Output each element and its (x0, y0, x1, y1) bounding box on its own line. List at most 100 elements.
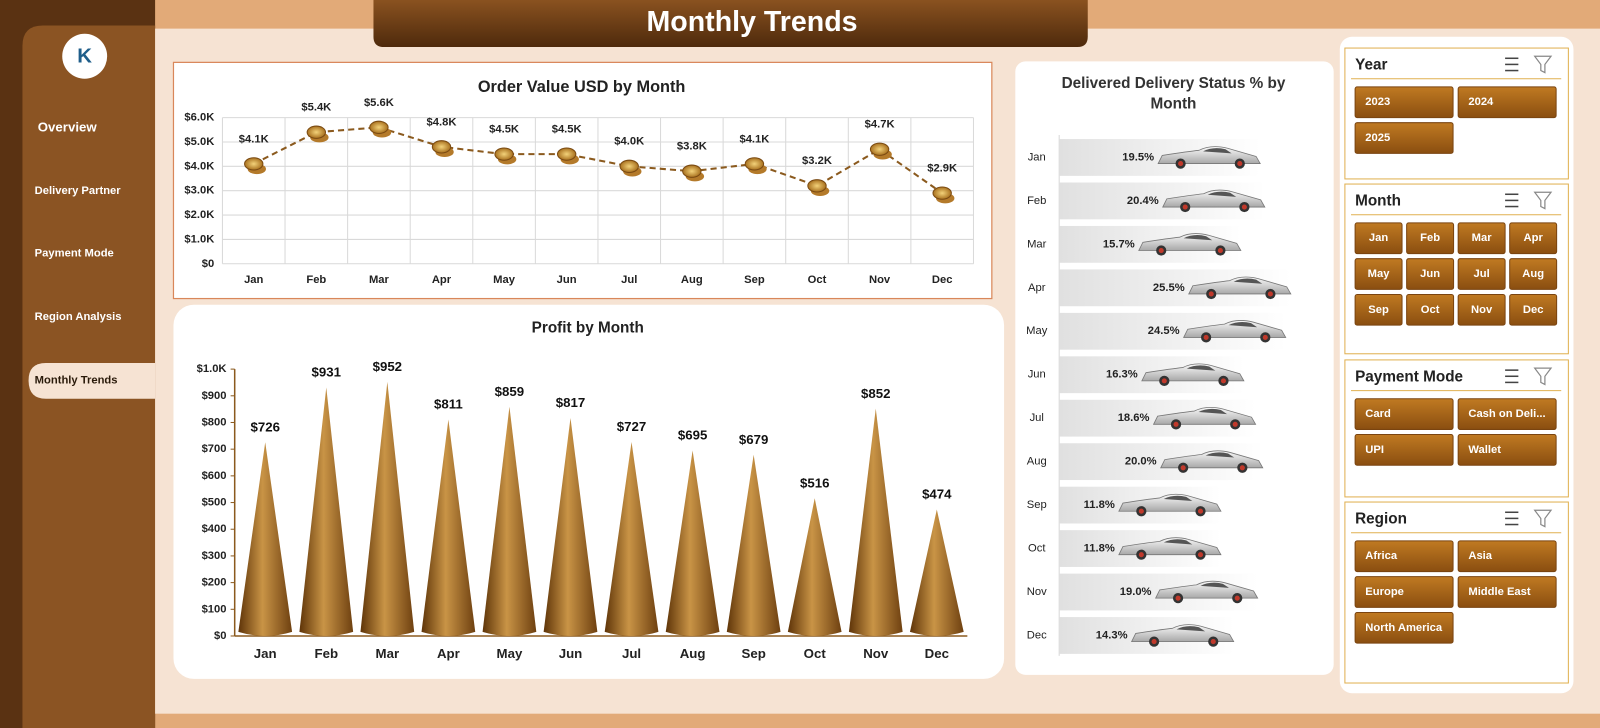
data-label: $4.1K (239, 133, 269, 145)
car-body (1160, 450, 1264, 469)
slicer-button[interactable] (1406, 258, 1455, 290)
slicer-button[interactable] (1354, 576, 1454, 608)
y-tick-label: Apr (1028, 282, 1046, 294)
data-label: $4.1K (739, 133, 769, 145)
slicer-button[interactable] (1354, 293, 1403, 326)
clear-filter-icon[interactable] (1533, 191, 1553, 210)
slicer-button-label[interactable]: Cash on Deli... (1468, 408, 1545, 420)
y-tick-label: Jan (1028, 151, 1046, 163)
car-window (1163, 495, 1193, 502)
slicer-button-label[interactable]: Apr (1524, 232, 1544, 244)
data-label: $817 (556, 395, 585, 410)
data-label: 19.5% (1122, 151, 1154, 163)
x-tick-label: Jul (622, 646, 641, 661)
slicer-button[interactable] (1457, 576, 1557, 608)
slicer-button-label[interactable]: Dec (1523, 304, 1544, 316)
slicer-button[interactable] (1354, 398, 1454, 430)
slicer-button[interactable] (1457, 398, 1557, 430)
slicer-button-label[interactable]: Feb (1420, 232, 1440, 244)
slicer-button[interactable] (1406, 293, 1455, 326)
car-body (1162, 189, 1266, 208)
clear-filter-icon[interactable] (1533, 367, 1553, 386)
nav-item[interactable]: Monthly Trends (35, 374, 118, 386)
car-icon (1154, 580, 1259, 604)
car-icon (1138, 233, 1242, 256)
marker (244, 157, 264, 171)
x-tick-label: May (493, 274, 516, 286)
slicer-button[interactable] (1354, 540, 1454, 573)
slicer-button[interactable] (1354, 222, 1403, 255)
slicer-button[interactable] (1354, 611, 1454, 644)
data-label: $859 (495, 384, 524, 399)
slicer-button[interactable] (1457, 258, 1506, 290)
car-rim (1161, 378, 1167, 384)
nav-item[interactable]: Delivery Partner (35, 185, 122, 197)
marker (369, 120, 389, 134)
slicer-title: Year (1355, 56, 1387, 73)
x-tick-label: Feb (306, 274, 326, 286)
slicer-button[interactable] (1509, 222, 1558, 255)
cone (604, 441, 659, 636)
car-icon (1118, 537, 1222, 560)
cone (360, 381, 415, 636)
slicer-button-label[interactable]: Middle East (1468, 586, 1531, 598)
slicer-button-label[interactable]: Wallet (1468, 444, 1501, 456)
slicer-button-label[interactable]: North America (1365, 622, 1443, 634)
slicer-button-label[interactable]: Mar (1472, 232, 1493, 244)
clear-filter-icon[interactable] (1533, 55, 1553, 74)
car-icon (1160, 450, 1264, 473)
slicer-button-label[interactable]: 2023 (1365, 96, 1390, 108)
slicer-button[interactable] (1457, 293, 1506, 326)
data-label: $4.0K (614, 136, 644, 148)
slicer-button-label[interactable]: Sep (1368, 304, 1389, 316)
slicer-button[interactable] (1354, 434, 1454, 466)
slicer-button-label[interactable]: 2024 (1468, 96, 1494, 108)
car-body (1118, 537, 1222, 556)
nav-item[interactable]: Overview (38, 119, 98, 134)
clear-filter-icon[interactable] (1533, 509, 1553, 528)
slicer-button[interactable] (1457, 222, 1506, 255)
slicer-button[interactable] (1509, 258, 1558, 290)
line (253, 126, 943, 194)
slicer-button-label[interactable]: Nov (1471, 304, 1493, 316)
nav-item[interactable]: Region Analysis (35, 311, 122, 323)
slicer-button[interactable] (1354, 122, 1454, 154)
slicer-button-label[interactable]: 2025 (1365, 132, 1390, 144)
chart-title: Profit by Month (532, 319, 644, 336)
slicer-button[interactable] (1406, 222, 1455, 255)
x-tick-label: Sep (741, 646, 765, 661)
car-body (1183, 320, 1287, 338)
slicer-button-label[interactable]: Africa (1365, 550, 1398, 562)
slicer-button[interactable] (1457, 86, 1557, 119)
x-tick-label: Apr (437, 646, 460, 661)
y-tick-label: Nov (1027, 586, 1047, 598)
x-tick-label: Aug (681, 274, 703, 286)
y-tick-label: Dec (1027, 629, 1047, 641)
y-tick-label: Sep (1027, 499, 1047, 511)
slicer-button-label[interactable]: Asia (1468, 550, 1492, 562)
chart-title-box: Delivered Delivery Status % by Month (1062, 75, 1286, 113)
y-tick-label: May (1026, 325, 1048, 337)
marker (306, 125, 327, 139)
slicer-button-label[interactable]: Jul (1474, 268, 1490, 280)
slicer-button-label[interactable]: Europe (1365, 586, 1404, 598)
slicer-button-label[interactable]: Aug (1522, 268, 1544, 280)
slicer-button[interactable] (1457, 540, 1557, 573)
slicer-button-label[interactable]: UPI (1365, 444, 1384, 456)
slicer-button-label[interactable]: Oct (1421, 304, 1440, 316)
cone (787, 498, 842, 636)
car-rim (1208, 291, 1214, 297)
slicer-button[interactable] (1354, 258, 1403, 290)
slicer-button-label[interactable]: Card (1365, 408, 1391, 420)
slicer-button-label[interactable]: Jan (1369, 232, 1388, 244)
slicer-button-label[interactable]: May (1368, 268, 1391, 280)
slicer-button-label[interactable]: Jun (1420, 268, 1440, 280)
slicer-button[interactable] (1509, 293, 1558, 326)
slicer-button[interactable] (1457, 434, 1557, 466)
data-label: 16.3% (1106, 369, 1138, 381)
slicer-button[interactable] (1354, 86, 1454, 119)
data-label: 24.5% (1148, 325, 1180, 337)
nav-item[interactable]: Payment Mode (35, 248, 114, 260)
marker (431, 140, 452, 154)
